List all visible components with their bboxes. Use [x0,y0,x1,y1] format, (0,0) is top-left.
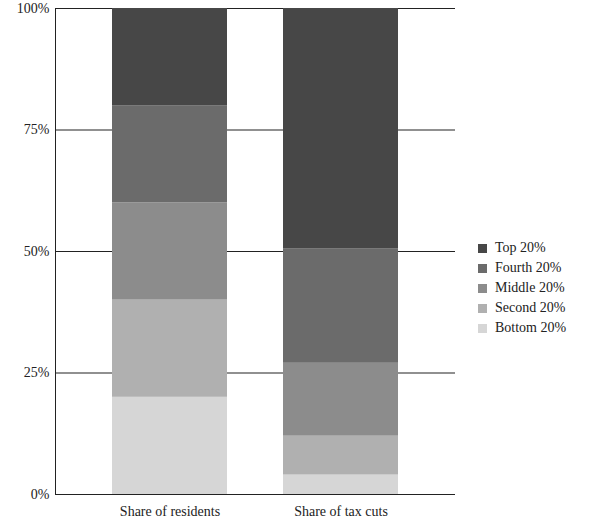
html-text:Bottom 20%: Bottom 20% [495,320,567,335]
html-text:Top 20%: Top 20% [495,240,546,255]
html-text:Fourth 20%: Fourth 20% [495,260,562,275]
svg-text:Share of residents: Share of residents [120,504,220,519]
svg-text:25%: 25% [24,365,50,380]
html-text:Second 20%: Second 20% [495,300,566,315]
svg-text:50%: 50% [24,244,50,259]
svg-text:Share of tax cuts: Share of tax cuts [294,504,388,519]
svg-text:75%: 75% [24,122,50,137]
html-text:Middle 20%: Middle 20% [495,280,565,295]
svg-text:100%: 100% [17,1,50,16]
svg-text:0%: 0% [31,487,50,502]
